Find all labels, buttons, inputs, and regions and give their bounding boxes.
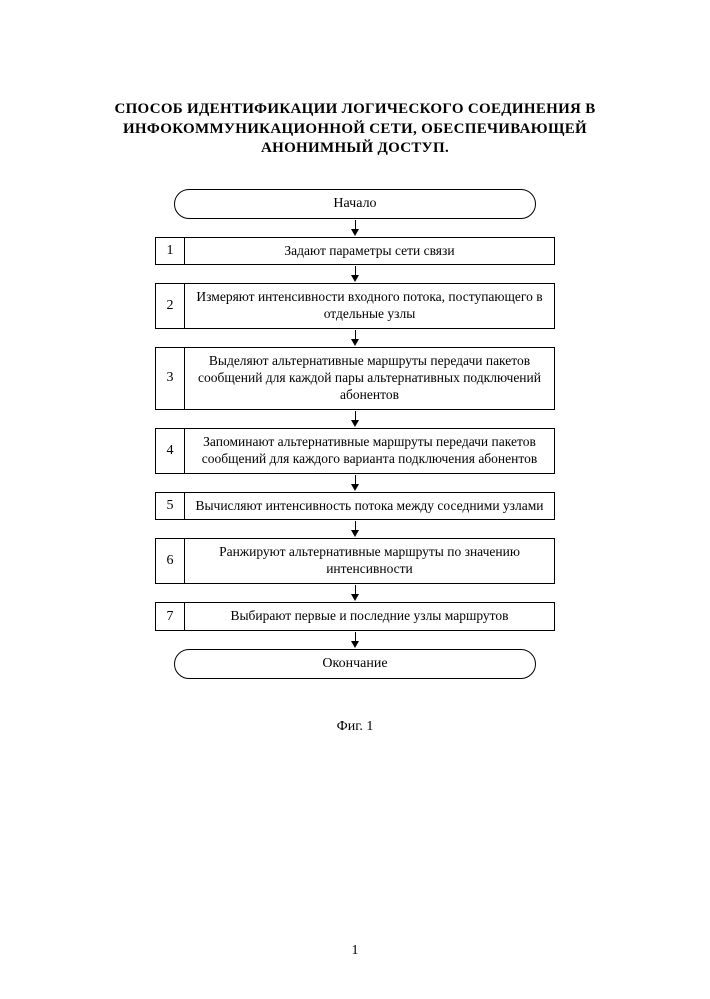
page-number: 1: [352, 943, 359, 959]
step-text: Задают параметры сети связи: [185, 237, 555, 266]
flowchart-step: 1 Задают параметры сети связи: [155, 237, 555, 266]
end-label: Окончание: [322, 656, 387, 671]
step-number: 4: [155, 428, 185, 474]
flowchart-step: 2 Измеряют интенсивности входного потока…: [155, 283, 555, 329]
step-text: Измеряют интенсивности входного потока, …: [185, 283, 555, 329]
step-text: Запоминают альтернативные маршруты перед…: [185, 428, 555, 474]
title-line-1: СПОСОБ ИДЕНТИФИКАЦИИ ЛОГИЧЕСКОГО СОЕДИНЕ…: [114, 101, 595, 117]
start-label: Начало: [333, 196, 376, 211]
arrow-icon: [70, 474, 640, 492]
flowchart-step: 7 Выбирают первые и последние узлы маршр…: [155, 602, 555, 631]
step-number: 7: [155, 602, 185, 631]
arrow-icon: [70, 584, 640, 602]
arrow-icon: [70, 265, 640, 283]
step-text: Ранжируют альтернативные маршруты по зна…: [185, 538, 555, 584]
step-number: 1: [155, 237, 185, 266]
flowchart-step: 6 Ранжируют альтернативные маршруты по з…: [155, 538, 555, 584]
step-text: Выделяют альтернативные маршруты передач…: [185, 347, 555, 410]
arrow-icon: [70, 329, 640, 347]
step-number: 5: [155, 492, 185, 521]
step-number: 6: [155, 538, 185, 584]
step-number: 2: [155, 283, 185, 329]
flowchart-start: Начало: [174, 189, 536, 219]
document-title: СПОСОБ ИДЕНТИФИКАЦИИ ЛОГИЧЕСКОГО СОЕДИНЕ…: [70, 100, 640, 159]
flowchart-end: Окончание: [174, 649, 536, 679]
step-text: Вычисляют интенсивность потока между сос…: [185, 492, 555, 521]
arrow-icon: [70, 631, 640, 649]
step-text: Выбирают первые и последние узлы маршрут…: [185, 602, 555, 631]
title-line-2: ИНФОКОММУНИКАЦИОННОЙ СЕТИ, ОБЕСПЕЧИВАЮЩЕ…: [123, 121, 587, 137]
figure-caption: Фиг. 1: [70, 719, 640, 735]
step-number: 3: [155, 347, 185, 410]
flowchart-step: 5 Вычисляют интенсивность потока между с…: [155, 492, 555, 521]
flowchart-step: 4 Запоминают альтернативные маршруты пер…: [155, 428, 555, 474]
arrow-icon: [70, 410, 640, 428]
flowchart-step: 3 Выделяют альтернативные маршруты перед…: [155, 347, 555, 410]
arrow-icon: [70, 219, 640, 237]
arrow-icon: [70, 520, 640, 538]
title-line-3: АНОНИМНЫЙ ДОСТУП.: [261, 140, 449, 156]
